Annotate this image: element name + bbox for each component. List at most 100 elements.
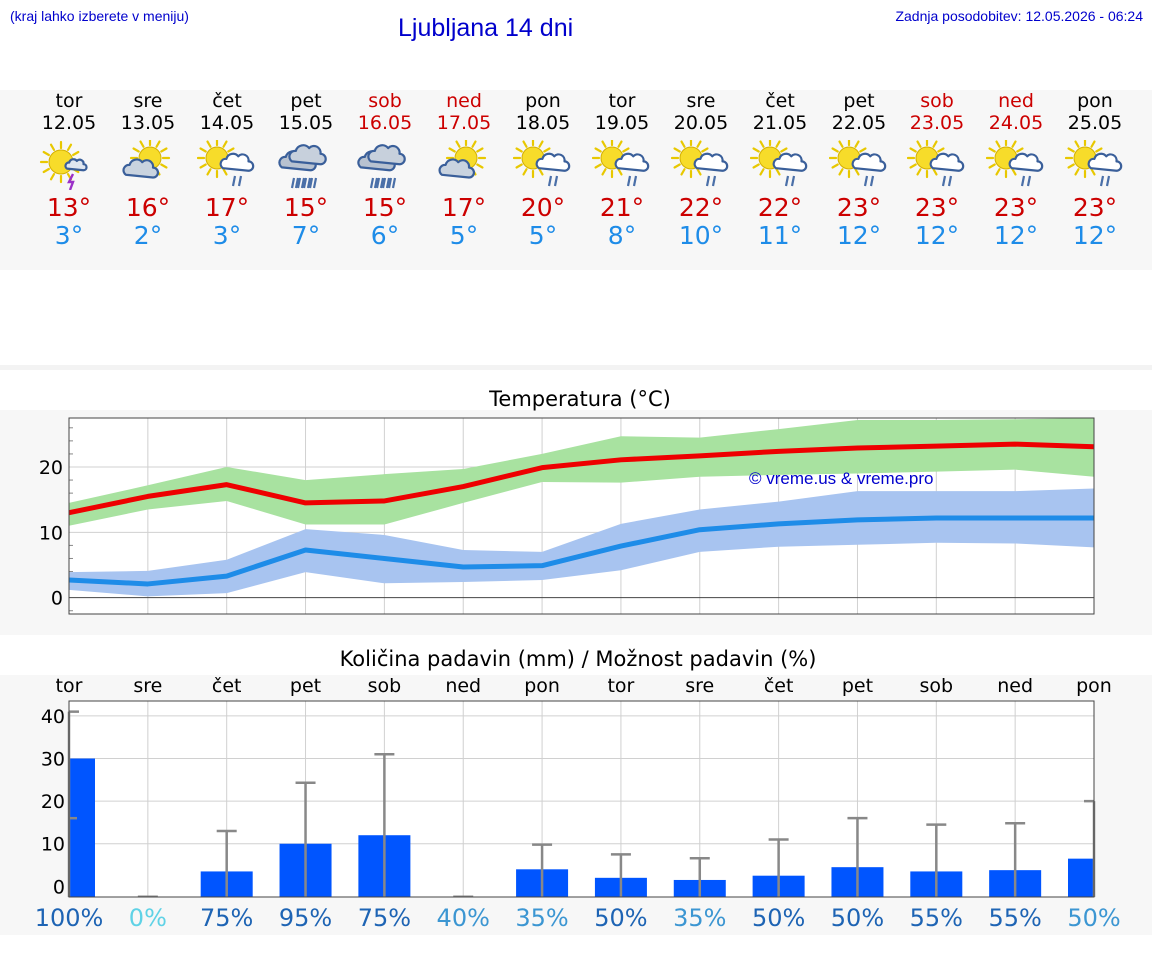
day-column: sob 23.05 23° 12°	[897, 90, 977, 250]
sun-cloud-rain-icon	[750, 140, 808, 187]
day-label: sob	[920, 675, 954, 697]
min-temperature: 3°	[212, 221, 242, 250]
day-column: pet 22.05 23° 12°	[819, 90, 899, 250]
day-label: pet	[842, 675, 873, 697]
location-hint: (kraj lahko izberete v meniju)	[10, 8, 189, 24]
plot-area	[69, 701, 1094, 897]
precipitation-chart-title: Količina padavin (mm) / Možnost padavin …	[339, 647, 817, 671]
day-column: čet 14.05 17° 3°	[187, 90, 267, 250]
precipitation-bar	[69, 758, 95, 897]
precipitation-probability: 100%	[35, 904, 104, 932]
temperature-chart-title: Temperatura (°C)	[489, 387, 671, 411]
precipitation-probability: 75%	[358, 904, 411, 932]
day-name: pet	[290, 90, 322, 112]
min-temperature: 5°	[528, 221, 558, 250]
day-date: 21.05	[752, 112, 808, 134]
day-column: pon 25.05 23° 12°	[1055, 90, 1135, 250]
cloud-rain-icon	[278, 144, 327, 189]
max-temperature: 20°	[520, 193, 566, 222]
day-date: 19.05	[594, 112, 650, 134]
max-temperature-line	[68, 441, 1095, 516]
max-temperature: 21°	[599, 193, 645, 222]
day-label: sob	[368, 675, 402, 697]
precipitation-probability: 35%	[515, 904, 568, 932]
day-label: sre	[133, 675, 162, 697]
y-tick-label: 20	[39, 457, 63, 479]
day-column: čet 21.05 22° 11°	[740, 90, 820, 250]
min-temperature: 6°	[370, 221, 400, 250]
day-date: 22.05	[831, 112, 887, 134]
min-temperature: 10°	[678, 221, 724, 250]
precipitation-probability: 50%	[752, 904, 805, 932]
day-label: ned	[997, 675, 1033, 697]
min-temperature: 5°	[449, 221, 479, 250]
day-name: sob	[368, 90, 402, 112]
min-temperature: 2°	[133, 221, 163, 250]
day-column: sob 16.05 15° 6°	[345, 90, 425, 250]
day-column: pet 15.05 15° 7°	[266, 90, 346, 250]
day-date: 17.05	[436, 112, 492, 134]
cloud-rain-icon	[357, 144, 406, 189]
sun-cloud-icon	[122, 140, 171, 179]
day-name: pet	[843, 90, 875, 112]
day-label: čet	[764, 675, 794, 697]
day-column: ned 17.05 17° 5°	[424, 90, 504, 250]
day-name: sre	[133, 90, 163, 112]
min-temperature-line	[68, 515, 1094, 587]
precipitation-bar	[1068, 858, 1094, 897]
y-tick-label: 30	[41, 749, 65, 771]
min-temperature: 12°	[914, 221, 960, 250]
sun-cloud-rain-icon	[671, 140, 729, 187]
sun-cloud-rain-icon	[513, 140, 571, 187]
day-date: 14.05	[199, 112, 255, 134]
max-temperature: 22°	[757, 193, 803, 222]
day-date: 12.05	[41, 112, 97, 134]
day-label: tor	[607, 675, 634, 697]
day-name: pon	[525, 90, 561, 112]
last-update: Zadnja posodobitev: 12.05.2026 - 06:24	[895, 8, 1143, 24]
precipitation-probability: 40%	[437, 904, 490, 932]
min-temperature: 11°	[757, 221, 803, 250]
sun-cloud-icon	[438, 140, 487, 179]
separator-band	[0, 365, 1152, 370]
day-date: 24.05	[988, 112, 1044, 134]
sun-cloud-rain-icon	[592, 140, 650, 187]
max-temperature: 23°	[1072, 193, 1118, 222]
daily-forecast-band	[0, 90, 1152, 270]
day-date: 20.05	[673, 112, 729, 134]
plot-frame	[68, 700, 1095, 898]
page-title: Ljubljana 14 dni	[398, 14, 574, 42]
y-tick-label: 10	[41, 834, 65, 856]
day-date: 13.05	[120, 112, 176, 134]
sun-cloud-rain-icon	[829, 140, 887, 187]
max-temperature: 13°	[46, 193, 92, 222]
min-temperature: 12°	[836, 221, 882, 250]
day-label: čet	[212, 675, 242, 697]
day-date: 18.05	[515, 112, 571, 134]
day-name: ned	[446, 90, 482, 112]
min-temperature: 8°	[607, 221, 637, 250]
day-name: ned	[998, 90, 1034, 112]
max-temperature: 16°	[125, 193, 171, 222]
precipitation-chart: 0 10 20 30 40 tor sre čet pet sob ned pon tor sre čet p…	[35, 675, 1121, 932]
precipitation-probability: 55%	[988, 904, 1041, 932]
day-name: čet	[765, 90, 795, 112]
watermark: © vreme.us & vreme.pro	[749, 469, 933, 488]
day-label: tor	[56, 675, 83, 697]
y-tick-label: 20	[41, 791, 65, 813]
day-name: tor	[608, 90, 636, 112]
day-column: sre 13.05 16° 2°	[108, 90, 188, 250]
day-label: ned	[445, 675, 481, 697]
day-date: 15.05	[278, 112, 334, 134]
day-column: pon 18.05 20° 5°	[503, 90, 583, 250]
sun-thunder-icon	[39, 140, 88, 190]
max-temperature: 23°	[993, 193, 1039, 222]
max-temperature: 23°	[914, 193, 960, 222]
y-tick-label: 40	[41, 706, 65, 728]
min-temperature: 12°	[993, 221, 1039, 250]
precipitation-probability: 55%	[910, 904, 963, 932]
day-name: sre	[686, 90, 716, 112]
day-label: pon	[524, 675, 560, 697]
min-temperature: 12°	[1072, 221, 1118, 250]
day-name: sob	[920, 90, 954, 112]
